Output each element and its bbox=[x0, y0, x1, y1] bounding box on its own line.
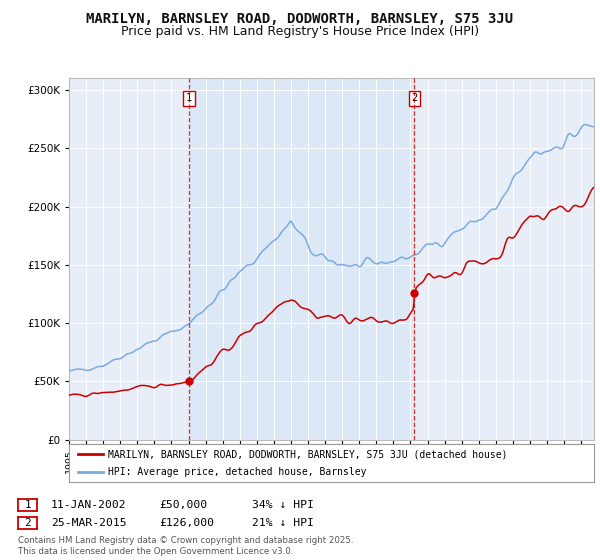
Text: MARILYN, BARNSLEY ROAD, DODWORTH, BARNSLEY, S75 3JU: MARILYN, BARNSLEY ROAD, DODWORTH, BARNSL… bbox=[86, 12, 514, 26]
Text: 2: 2 bbox=[24, 518, 31, 528]
Bar bbox=[189, 78, 415, 440]
Text: 11-JAN-2002: 11-JAN-2002 bbox=[51, 500, 127, 510]
Text: Contains HM Land Registry data © Crown copyright and database right 2025.
This d: Contains HM Land Registry data © Crown c… bbox=[18, 536, 353, 556]
Text: Price paid vs. HM Land Registry's House Price Index (HPI): Price paid vs. HM Land Registry's House … bbox=[121, 25, 479, 38]
Text: 34% ↓ HPI: 34% ↓ HPI bbox=[252, 500, 314, 510]
Text: 1: 1 bbox=[186, 93, 193, 103]
Text: £126,000: £126,000 bbox=[159, 518, 214, 528]
Text: 21% ↓ HPI: 21% ↓ HPI bbox=[252, 518, 314, 528]
Text: £50,000: £50,000 bbox=[159, 500, 207, 510]
Text: 25-MAR-2015: 25-MAR-2015 bbox=[51, 518, 127, 528]
Text: HPI: Average price, detached house, Barnsley: HPI: Average price, detached house, Barn… bbox=[109, 467, 367, 477]
Text: 1: 1 bbox=[24, 500, 31, 510]
Text: 2: 2 bbox=[411, 93, 418, 103]
Text: MARILYN, BARNSLEY ROAD, DODWORTH, BARNSLEY, S75 3JU (detached house): MARILYN, BARNSLEY ROAD, DODWORTH, BARNSL… bbox=[109, 449, 508, 459]
